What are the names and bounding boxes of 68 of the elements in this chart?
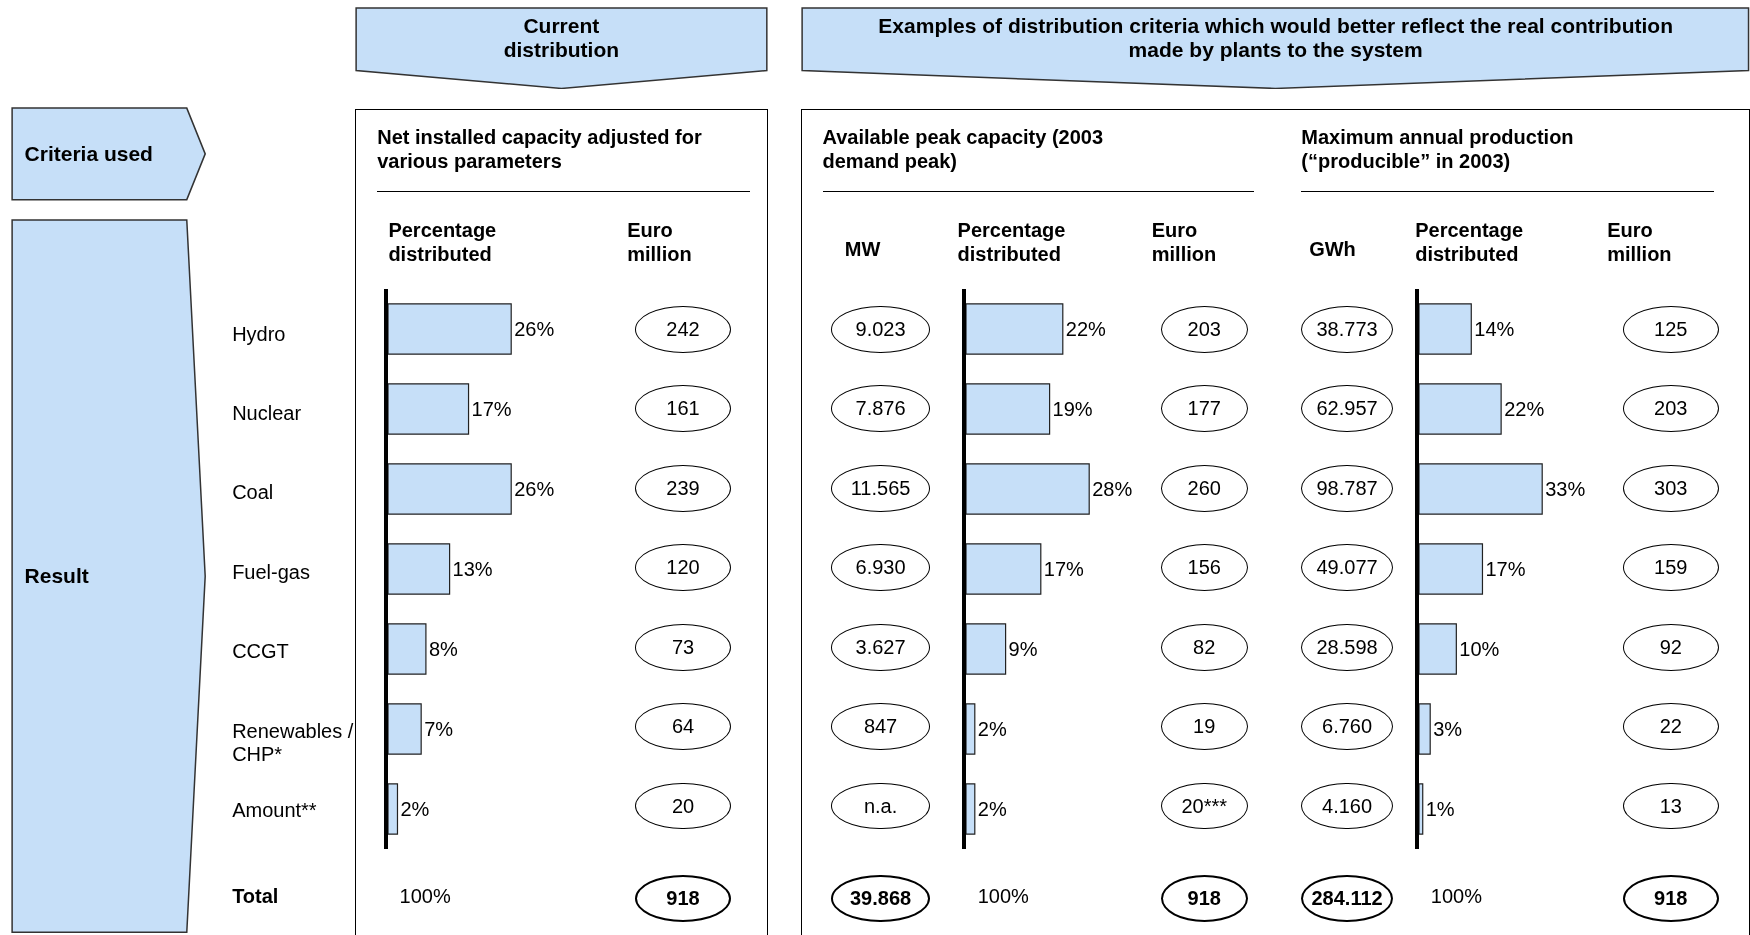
bar — [387, 383, 470, 435]
bar — [1419, 543, 1484, 595]
text: Available peak capacity (2003 demand peak) — [822, 125, 1105, 173]
data-label: 2% — [977, 798, 1007, 821]
text: GWh — [1309, 236, 1357, 261]
bar — [966, 383, 1051, 435]
y-tick-label: Hydro — [232, 322, 287, 346]
text: Net installed capacity adjusted for various parameters — [377, 125, 703, 173]
text: 100% — [977, 885, 1029, 909]
bar — [966, 303, 1064, 355]
bar — [387, 463, 512, 515]
bar — [1419, 623, 1458, 675]
data-label: 2% — [400, 798, 430, 821]
data-label: 26% — [514, 478, 555, 501]
text: Examples of distribution criteria which would better reflect the real contribution made by plants to the system — [877, 13, 1674, 64]
bar — [1419, 703, 1431, 755]
data-label: 19% — [1052, 398, 1093, 421]
bar — [387, 783, 398, 835]
text: Criteria used — [23, 141, 154, 167]
text: 100% — [1430, 885, 1482, 909]
text: Maximum annual production (“producible” in 2003) — [1301, 125, 1575, 173]
data-label: 10% — [1459, 638, 1500, 661]
data-label: 22% — [1504, 398, 1545, 421]
bar — [387, 623, 427, 675]
bar — [1419, 783, 1424, 835]
chart-title: Percentage distributed — [388, 217, 498, 266]
bar — [387, 543, 451, 595]
chart-title: Percentage distributed — [957, 217, 1067, 266]
y-tick-label: Nuclear — [232, 402, 303, 425]
text: Result — [23, 562, 90, 589]
data-label: 14% — [1474, 318, 1515, 341]
bar — [387, 303, 512, 355]
y-tick-label: CCGT — [232, 640, 290, 664]
text: Current distribution — [502, 13, 621, 64]
bar — [1419, 303, 1473, 355]
data-label: 3% — [1433, 718, 1463, 741]
data-label: 17% — [1485, 558, 1526, 581]
data-label: 28% — [1092, 478, 1133, 501]
data-label: 33% — [1545, 478, 1586, 501]
bar — [966, 623, 1007, 675]
text: Euro million — [1607, 217, 1673, 266]
y-tick-label: Fuel-gas — [232, 560, 311, 584]
data-label: 26% — [514, 318, 555, 341]
data-label: 17% — [1043, 558, 1085, 581]
chart-title: Percentage distributed — [1415, 217, 1524, 266]
bar — [966, 703, 976, 755]
data-label: 7% — [424, 718, 454, 741]
data-label: 13% — [452, 558, 493, 581]
bar — [966, 463, 1090, 515]
y-tick-label: Amount** — [232, 799, 318, 823]
data-label: 8% — [428, 638, 458, 661]
text: Total — [232, 885, 279, 909]
text: Euro million — [1151, 217, 1218, 266]
y-tick-label: Renewables / CHP* — [232, 719, 354, 766]
bar — [966, 543, 1042, 595]
bar — [1419, 383, 1502, 435]
y-tick-label: Coal — [232, 481, 275, 505]
data-label: 1% — [1425, 798, 1456, 821]
data-label: 9% — [1008, 638, 1038, 661]
bar — [966, 783, 976, 835]
bar — [387, 703, 422, 755]
data-label: 22% — [1065, 318, 1107, 341]
data-label: 17% — [471, 398, 512, 421]
text: 100% — [399, 885, 451, 909]
bar — [1419, 463, 1543, 515]
text: MW — [844, 236, 882, 261]
data-label: 2% — [977, 718, 1007, 741]
text: Euro million — [627, 217, 693, 266]
